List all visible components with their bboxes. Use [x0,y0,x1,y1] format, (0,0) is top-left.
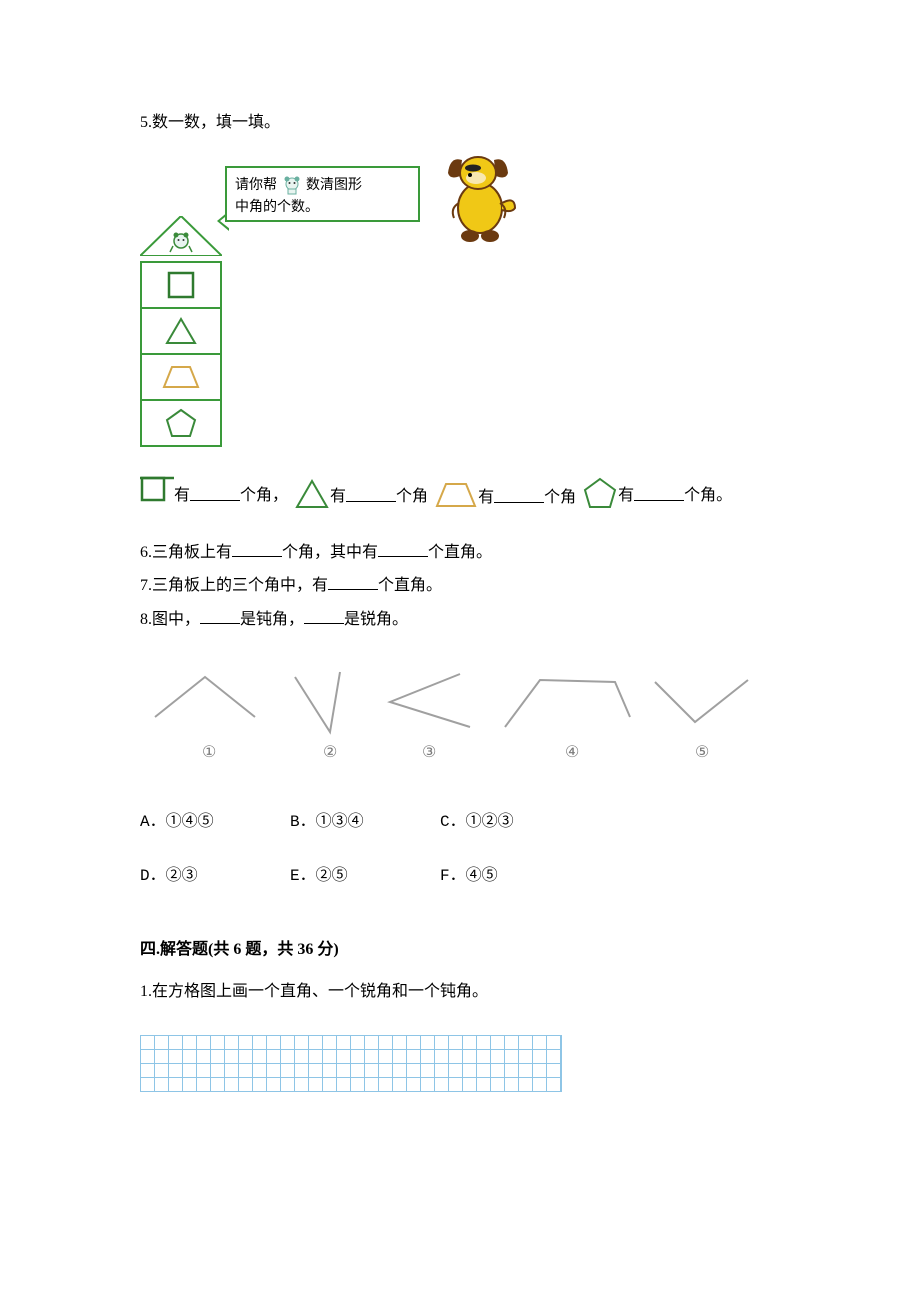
angle-label-5: ⑤ [695,744,709,761]
angle-4 [505,680,630,727]
option-b[interactable]: B．①③④ [290,807,440,831]
triangle-answer-icon [294,478,330,510]
tower-row-pentagon [140,401,222,447]
q5-answer-row: 有 个角， 有 个角 有 个角 有 个角。 [140,476,780,510]
shape-tower [140,216,222,447]
text-gejiao-4: 个角。 [684,481,732,505]
option-d[interactable]: D．②③ [140,861,290,885]
bubble-text-3: 中角的个数。 [235,200,319,215]
bubble-text-2: 数清图形 [306,178,362,193]
option-e[interactable]: E．②⑤ [290,861,440,885]
q5-illustration: 请你帮 数清图形 中角的个数。 [140,166,530,436]
q6-blank-1[interactable] [232,540,282,557]
option-c[interactable]: C．①②③ [440,807,590,831]
angle-5 [655,680,748,722]
angle-2 [295,672,340,732]
angle-label-4: ④ [565,744,579,761]
q6-blank-2[interactable] [378,540,428,557]
q7-text-b: 个直角。 [378,577,442,594]
text-gejiao-3: 个角 [544,483,576,507]
grid-paper[interactable] [140,1035,562,1092]
speech-bubble: 请你帮 数清图形 中角的个数。 [225,166,420,222]
q7-blank-1[interactable] [328,573,378,590]
q5-prompt: 5.数一数，填一填。 [140,110,780,136]
answer-pentagon-item: 有 个角。 [582,476,732,510]
angle-label-3: ③ [422,744,436,761]
q8-text-b: 是钝角， [240,611,304,628]
q6: 6.三角板上有 个角，其中有 个直角。 [140,540,780,566]
tower-row-square [140,261,222,309]
angle-1 [155,677,255,717]
tower-row-trapezoid [140,355,222,401]
text-has-4: 有 [618,481,634,505]
square-shape-icon [166,270,196,300]
q8-options-row2: D．②③ E．②⑤ F．④⑤ [140,861,780,885]
section-4-heading: 四.解答题(共 6 题，共 36 分) [140,935,780,959]
trapezoid-answer-icon [434,480,478,510]
text-has-3: 有 [478,483,494,507]
tower-row-triangle [140,309,222,355]
pentagon-answer-icon [582,476,618,510]
q6-text-a: 6.三角板上有 [140,544,232,561]
triangle-shape-icon [164,316,198,346]
q6-text-b: 个角，其中有 [282,544,378,561]
trapezoid-shape-icon [161,363,201,391]
angle-3 [390,674,470,727]
option-a[interactable]: A．①④⑤ [140,807,290,831]
q7: 7.三角板上的三个角中，有 个直角。 [140,573,780,599]
text-gejiao-2: 个角 [396,482,428,506]
text-has-2: 有 [330,482,346,506]
q8-blank-1[interactable] [200,607,240,624]
blank-square-count[interactable] [190,484,240,501]
section4-q1: 1.在方格图上画一个直角、一个锐角和一个钝角。 [140,979,780,1005]
square-answer-icon [140,476,174,510]
blank-trapezoid-count[interactable] [494,486,544,503]
angle-label-2: ② [323,744,337,761]
tower-roof-icon [140,216,222,256]
blank-pentagon-count[interactable] [634,484,684,501]
q8-text-c: 是锐角。 [344,611,408,628]
q7-text-a: 7.三角板上的三个角中，有 [140,577,328,594]
text-has-1: 有 [174,481,190,505]
bubble-text-1: 请你帮 [235,178,277,193]
blank-triangle-count[interactable] [346,485,396,502]
q6-text-c: 个直角。 [428,544,492,561]
q8-options-row1: A．①④⑤ B．①③④ C．①②③ [140,807,780,831]
text-gejiao-1: 个角， [240,481,288,505]
option-f[interactable]: F．④⑤ [440,861,590,885]
answer-trapezoid-item: 有 个角 [434,480,576,510]
pentagon-shape-icon [164,407,198,439]
panda-mini-icon [281,174,303,196]
answer-square-item: 有 个角， [140,476,288,510]
dog-character-icon [440,148,520,248]
q8-blank-2[interactable] [304,607,344,624]
angle-label-1: ① [202,744,216,761]
q8: 8.图中， 是钝角， 是锐角。 [140,607,780,633]
answer-triangle-item: 有 个角 [294,478,428,510]
q8-text-a: 8.图中， [140,611,200,628]
angles-figure: ① ② ③ ④ ⑤ [140,662,780,777]
